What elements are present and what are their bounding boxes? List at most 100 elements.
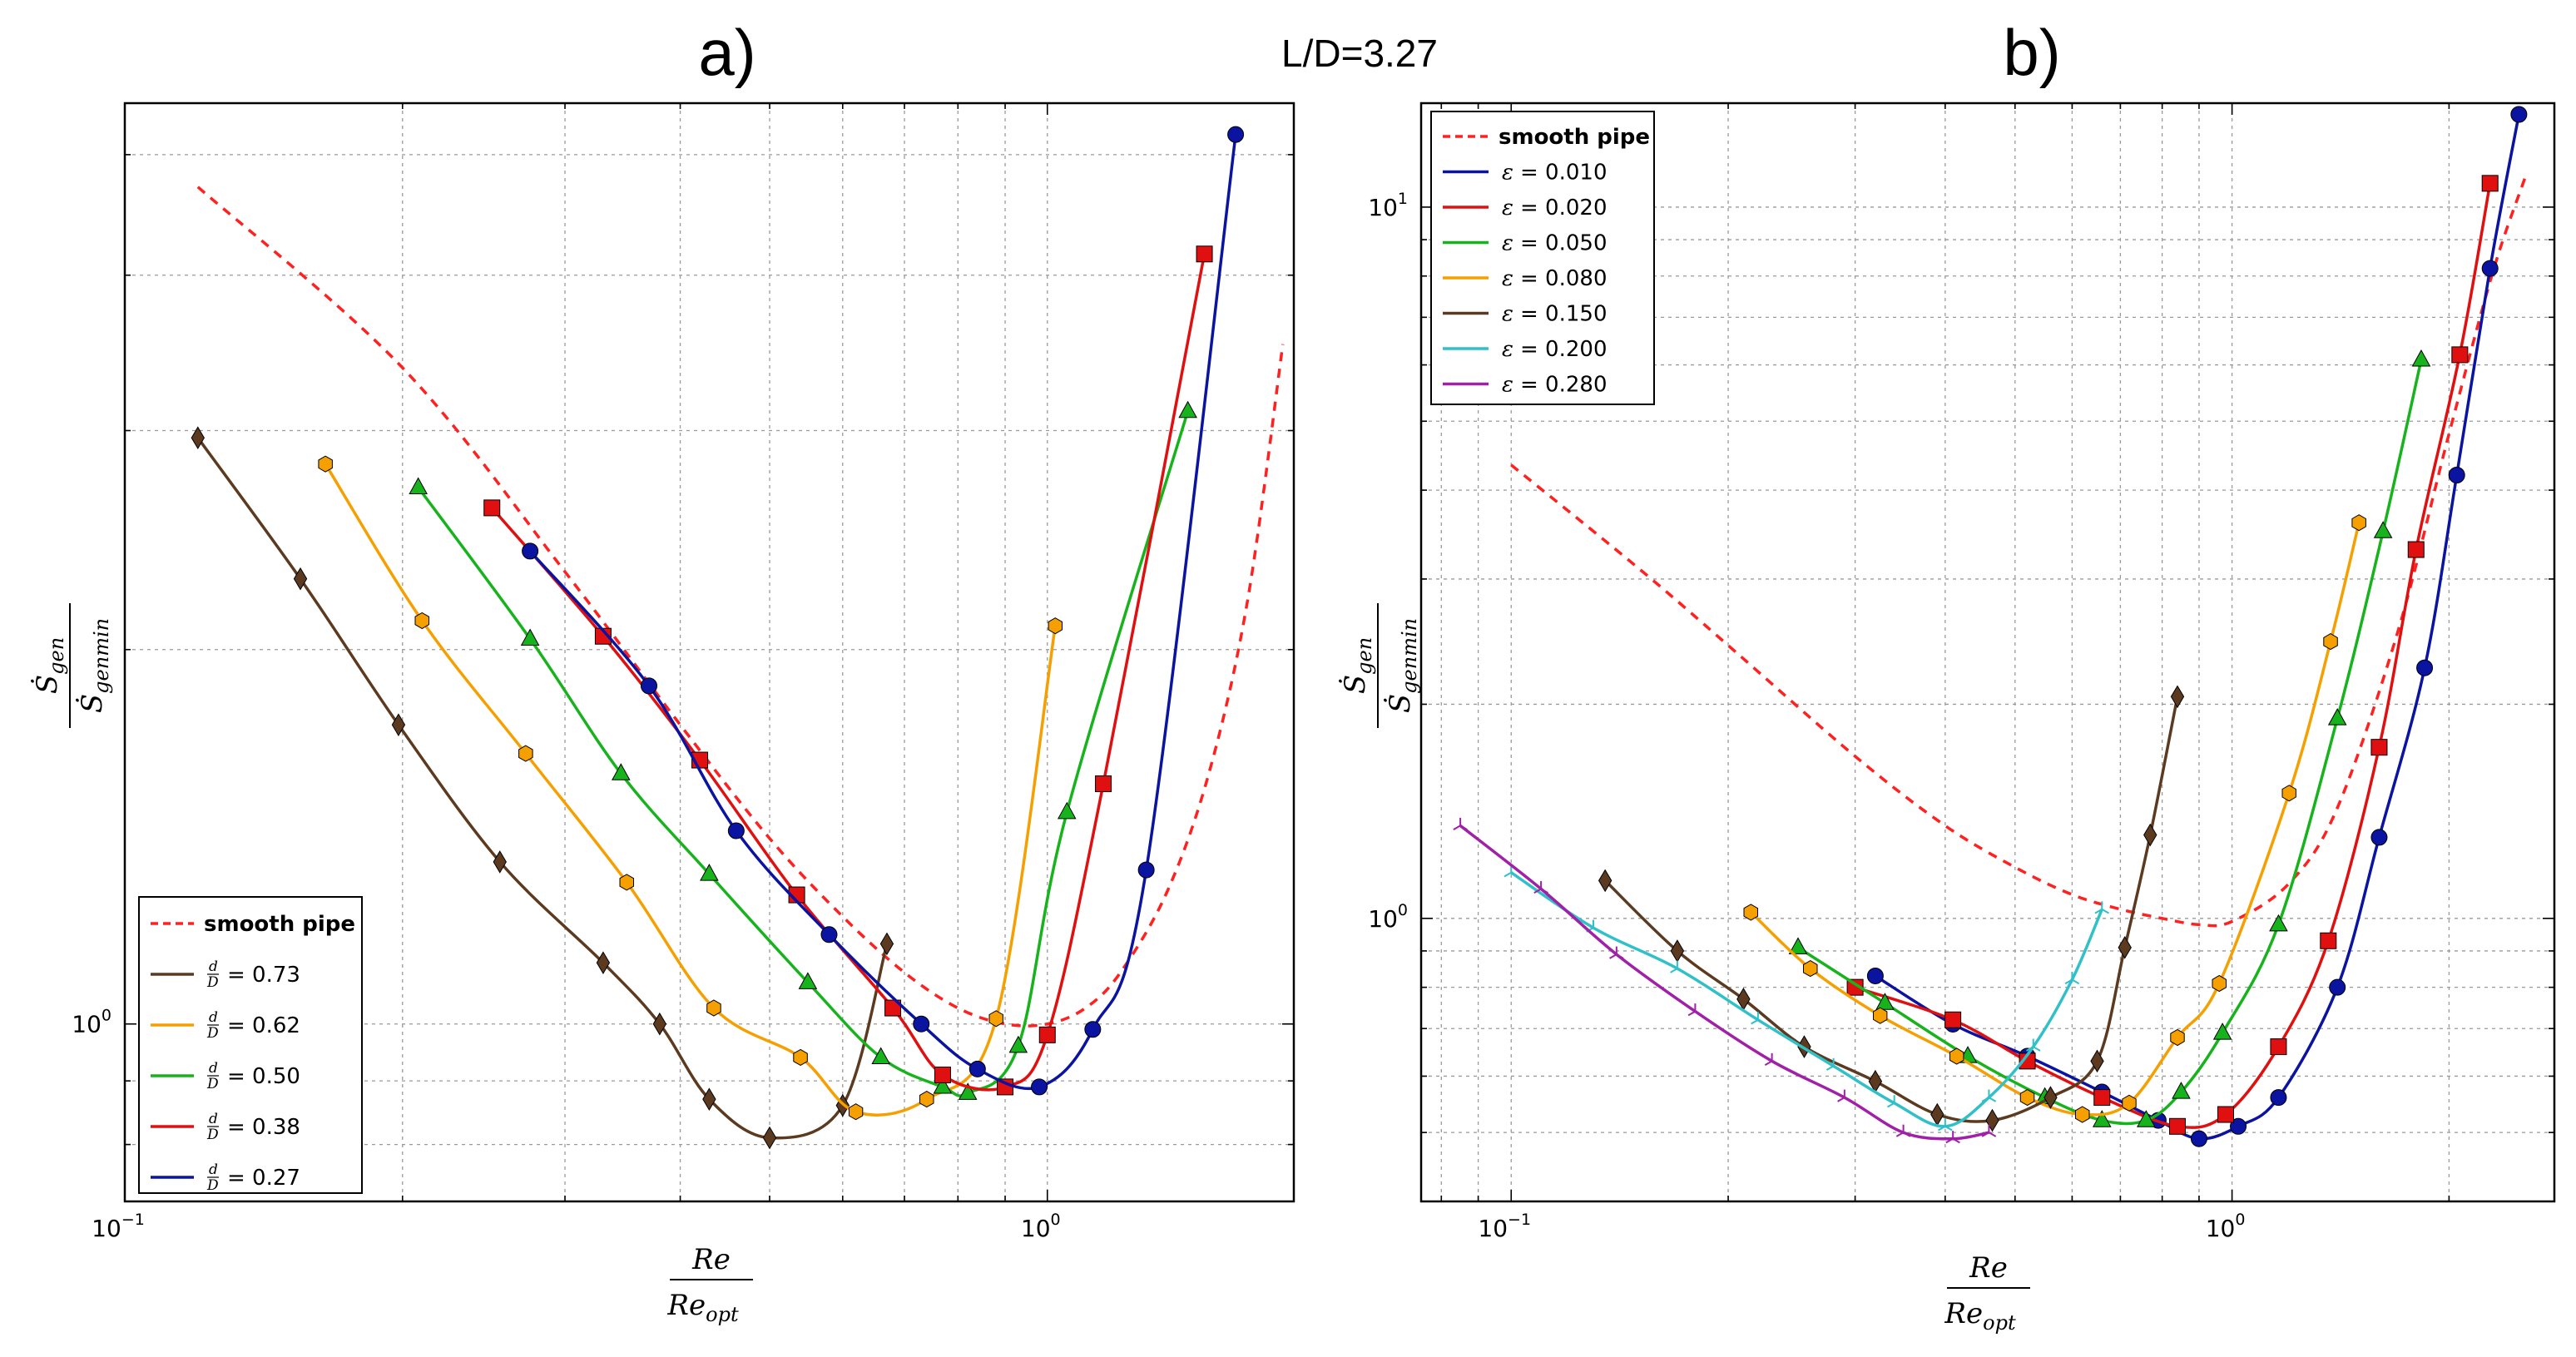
data-point	[1031, 1078, 1048, 1096]
xlabel-numerator: Re	[1969, 1251, 2008, 1285]
data-point	[933, 1076, 953, 1094]
data-point	[1533, 880, 1548, 894]
series-d-d-0-50	[409, 400, 1197, 1100]
panel-a-xlabel: Re Reopt	[666, 1243, 753, 1326]
series-line	[417, 410, 1190, 1097]
data-point	[1803, 960, 1818, 978]
series-d-d-0-27	[522, 126, 1245, 1096]
data-point	[1227, 126, 1245, 143]
y-tick-label: 101	[1368, 190, 1408, 221]
legend-label: = 0.73	[227, 963, 300, 988]
data-point	[1178, 400, 1197, 418]
legend-frac-num: d	[209, 1060, 218, 1077]
data-point	[2416, 659, 2434, 676]
data-point	[2019, 1089, 2035, 1107]
ylabel-numerator: Ṡgen	[30, 637, 68, 694]
data-point	[1944, 1011, 1962, 1028]
data-point	[1048, 617, 1063, 635]
legend-label: = 0.150	[1520, 302, 1607, 327]
legend-label: = 0.050	[1520, 231, 1607, 256]
data-point	[2064, 971, 2080, 985]
data-point	[520, 628, 540, 646]
data-point	[988, 1010, 1003, 1028]
data-point	[1008, 1035, 1028, 1053]
series-line	[1874, 114, 2521, 1141]
data-point	[1985, 1108, 1999, 1132]
data-point	[1949, 1047, 1964, 1065]
data-point	[2481, 260, 2499, 277]
data-point	[706, 999, 721, 1017]
data-point	[2373, 521, 2393, 538]
legend-symbol: ε	[1502, 196, 1513, 220]
data-point	[2217, 1106, 2234, 1123]
data-point	[2170, 685, 2185, 709]
data-point	[1788, 937, 1808, 954]
data-point	[1057, 801, 1077, 820]
data-point	[1846, 978, 1864, 996]
data-point	[1598, 869, 1612, 893]
data-point	[1866, 967, 1884, 984]
series-line	[1510, 176, 2527, 928]
data-point	[318, 455, 333, 473]
legend-label: = 0.200	[1520, 337, 1607, 362]
data-point	[958, 1082, 978, 1100]
series-line	[1459, 825, 1989, 1141]
legend-label: = 0.50	[227, 1064, 300, 1089]
data-point	[1945, 1131, 1960, 1144]
panel-b-series	[1453, 106, 2528, 1147]
series-line	[1750, 522, 2361, 1117]
data-point	[1873, 1007, 1888, 1024]
data-point	[2190, 1130, 2207, 1147]
data-point	[2320, 932, 2337, 949]
data-point	[2168, 1117, 2186, 1135]
series-line	[1855, 182, 2492, 1129]
data-point	[1670, 939, 1685, 963]
data-point	[2118, 936, 2132, 959]
data-point	[1743, 904, 1758, 921]
x-tick-label: 100	[2206, 1211, 2246, 1242]
data-point	[2407, 541, 2425, 558]
series-line	[196, 186, 1285, 1028]
x-tick-label: 100	[1021, 1211, 1061, 1242]
panel-a-label: a)	[698, 16, 755, 89]
data-point	[848, 1103, 864, 1121]
legend-frac-num: d	[209, 1111, 218, 1127]
data-point	[1751, 1012, 1766, 1025]
legend-box	[1430, 111, 1655, 405]
y-tick-label: 100	[72, 1007, 111, 1038]
legend-frac-den: D	[206, 1177, 219, 1194]
data-point	[1981, 1089, 1997, 1102]
data-point	[2323, 633, 2338, 651]
panel-b-chart: 10−1 100 100 101 smooth pipe ε = 0.010 ε = 0.02…	[1368, 102, 2556, 1242]
data-point	[594, 627, 612, 645]
legend-symbol: ε	[1502, 373, 1513, 398]
data-point	[793, 1048, 808, 1066]
data-point	[641, 677, 658, 695]
series-line	[1603, 696, 2179, 1123]
figure-suptitle: L/D=3.27	[1281, 32, 1438, 75]
legend-label: = 0.38	[227, 1115, 300, 1140]
panel-b-frame	[1419, 102, 2556, 1203]
data-point	[2075, 1106, 2090, 1123]
data-point	[919, 1091, 934, 1108]
panel-a-ticks: 10−1 100 100	[72, 103, 1294, 1242]
data-point	[391, 713, 406, 736]
x-tick-label: 10−1	[92, 1211, 145, 1242]
ylabel-denominator: Ṡgenmin	[1383, 618, 1421, 713]
legend-box	[138, 896, 363, 1194]
series-0-010	[1866, 106, 2528, 1147]
data-point	[1895, 1124, 1911, 1137]
data-point	[934, 1066, 951, 1083]
legend-frac-den: D	[206, 1025, 219, 1042]
legend-label: = 0.080	[1520, 266, 1607, 291]
data-point	[652, 1012, 667, 1036]
data-point	[2092, 1110, 2112, 1127]
data-point	[1084, 1021, 1102, 1038]
data-point	[2025, 1038, 2041, 1052]
data-point	[2094, 901, 2110, 914]
data-point	[1095, 775, 1112, 793]
data-point	[2212, 1023, 2232, 1040]
data-point	[612, 763, 631, 780]
